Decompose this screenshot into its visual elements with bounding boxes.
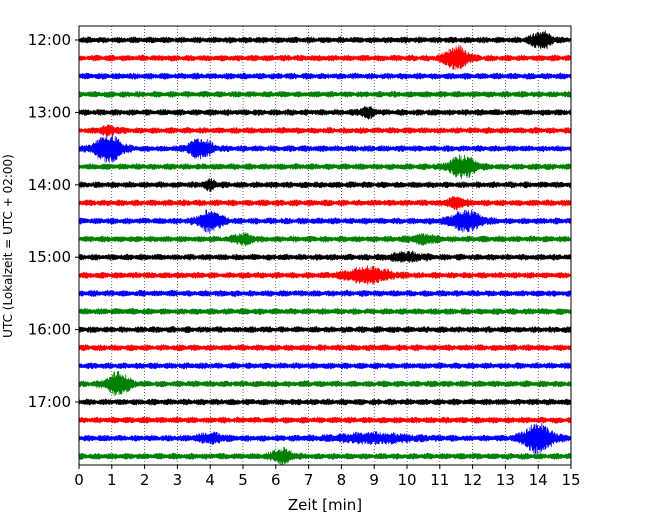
y-tick-label-1: 13:00 [28, 103, 71, 121]
plot-frame [78, 25, 572, 466]
trace-row-1 [78, 44, 572, 71]
x-tick-label-6: 6 [271, 471, 281, 489]
trace-row-22 [78, 423, 572, 455]
trace-row-12 [78, 250, 572, 264]
trace-row-20 [78, 398, 572, 406]
trace-row-17 [78, 344, 572, 352]
trace-row-14 [78, 289, 572, 297]
trace-row-4 [78, 105, 572, 120]
trace-row-3 [78, 90, 572, 98]
x-tick-label-3: 3 [173, 471, 183, 489]
x-tick-label-1: 1 [107, 471, 117, 489]
trace-row-9 [78, 195, 572, 211]
trace-row-8 [78, 178, 572, 192]
trace-row-19 [78, 371, 572, 396]
x-tick-label-8: 8 [337, 471, 347, 489]
x-tick-label-5: 5 [238, 471, 248, 489]
trace-row-15 [78, 307, 572, 316]
x-tick-label-2: 2 [140, 471, 150, 489]
trace-row-6 [78, 134, 572, 163]
grid-lines [111, 26, 539, 465]
x-tick-label-0: 0 [74, 471, 84, 489]
y-axis-label: UTC (Lokalzeit = UTC + 02:00) [1, 154, 15, 338]
x-tick-label-13: 13 [496, 471, 515, 489]
y-tick-label-5: 17:00 [28, 393, 71, 411]
x-tick-label-9: 9 [369, 471, 379, 489]
x-tick-label-14: 14 [529, 471, 548, 489]
trace-row-13 [78, 265, 572, 286]
y-axis-ticks: 12:00 13:00 14:00 15:00 16:00 17:00 [28, 31, 79, 411]
x-tick-label-12: 12 [463, 471, 482, 489]
y-tick-label-4: 16:00 [28, 321, 71, 339]
trace-row-23 [78, 446, 572, 466]
x-tick-label-11: 11 [430, 471, 449, 489]
x-axis-ticks: 0 1 2 3 4 5 6 7 8 9 10 11 12 13 14 15 [74, 465, 581, 489]
trace-row-7 [78, 154, 572, 180]
trace-row-2 [78, 72, 572, 80]
trace-row-16 [78, 326, 572, 334]
trace-row-11 [78, 231, 572, 247]
x-tick-label-15: 15 [561, 471, 580, 489]
y-tick-label-2: 14:00 [28, 176, 71, 194]
trace-row-18 [78, 362, 572, 370]
y-tick-label-0: 12:00 [28, 31, 71, 49]
x-axis-label: Zeit [min] [288, 496, 362, 514]
trace-rows [78, 30, 572, 466]
x-tick-label-7: 7 [304, 471, 314, 489]
x-tick-label-4: 4 [205, 471, 215, 489]
y-tick-label-3: 15:00 [28, 248, 71, 266]
trace-row-0 [78, 30, 572, 50]
trace-row-5 [78, 124, 572, 137]
trace-row-10 [78, 209, 572, 234]
trace-row-21 [78, 416, 572, 424]
x-tick-label-10: 10 [397, 471, 416, 489]
